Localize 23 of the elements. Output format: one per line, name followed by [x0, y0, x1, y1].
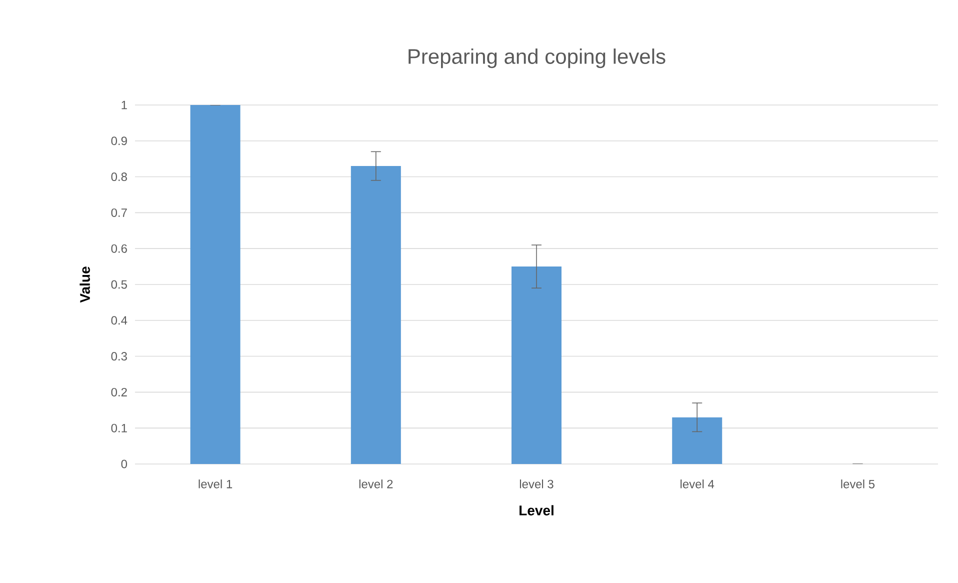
y-tick-label: 0.3	[111, 352, 127, 361]
chart-title: Preparing and coping levels	[408, 48, 666, 68]
x-tick-label: level 4	[680, 479, 714, 488]
y-tick-label: 0	[121, 460, 128, 468]
x-tick-label: level 3	[520, 479, 554, 488]
y-axis-title: Value	[80, 266, 90, 303]
bar	[350, 166, 401, 464]
x-axis-title: Level	[520, 505, 554, 516]
y-tick-label: 0.4	[111, 316, 128, 325]
y-tick-label: 0.8	[111, 172, 127, 182]
y-tick-label: 0.6	[111, 244, 127, 253]
y-tick-label: 0.7	[111, 208, 127, 217]
y-tick-label: 1	[122, 100, 127, 110]
x-tick-label: level 2	[359, 479, 393, 488]
x-tick-label: level 5	[841, 479, 875, 488]
x-tick-label: level 1	[198, 479, 232, 488]
bar	[190, 104, 240, 464]
bar	[512, 266, 562, 464]
y-tick-label: 0.2	[111, 388, 127, 396]
y-tick-label: 0.1	[111, 424, 127, 432]
y-tick-label: 0.9	[111, 136, 127, 146]
bar	[672, 417, 722, 464]
y-tick-label: 0.5	[111, 280, 127, 289]
